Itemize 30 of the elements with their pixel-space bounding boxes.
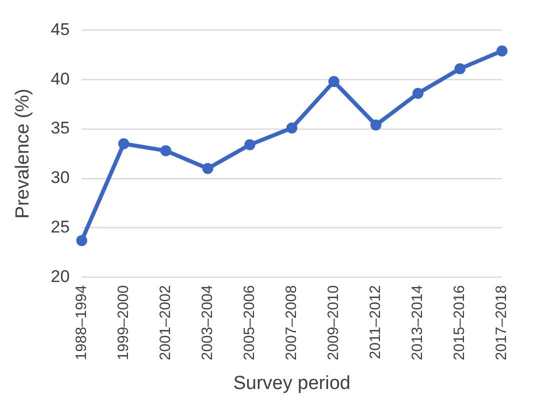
x-tick-label: 2005–2006 <box>240 285 258 360</box>
point <box>412 88 424 99</box>
y-tick-label: 30 <box>50 168 70 188</box>
x-tick-label: 2001–2002 <box>156 285 174 360</box>
x-tick-label: 2015–2016 <box>451 285 468 360</box>
y-tick-label: 20 <box>50 266 70 286</box>
point <box>286 122 298 134</box>
x-tick-label: 2003–2004 <box>198 285 216 360</box>
x-tick-label: 2017–2018 <box>493 285 510 360</box>
point <box>202 162 214 174</box>
x-tick-label: 2009–2010 <box>325 285 342 360</box>
point <box>244 139 256 150</box>
point <box>328 76 340 88</box>
point <box>370 120 382 131</box>
y-tick-label: 45 <box>50 20 70 39</box>
point <box>160 145 172 156</box>
x-tick-label: 2013–2014 <box>409 285 426 360</box>
x-axis-title: Survey period <box>233 372 350 394</box>
point <box>76 235 88 246</box>
x-tick-label: 1988–1994 <box>72 285 90 360</box>
point <box>496 45 508 56</box>
y-tick-label: 35 <box>50 118 70 138</box>
y-tick-label: 40 <box>50 69 70 88</box>
point <box>118 138 130 150</box>
y-tick-label: 25 <box>50 217 70 236</box>
point <box>454 63 466 74</box>
x-tick-label: 2007–2008 <box>282 285 300 360</box>
x-tick-label: 2011–2012 <box>367 285 384 360</box>
x-tick-label: 1999–2000 <box>114 285 132 360</box>
y-axis-title: Prevalence (%) <box>12 88 34 219</box>
